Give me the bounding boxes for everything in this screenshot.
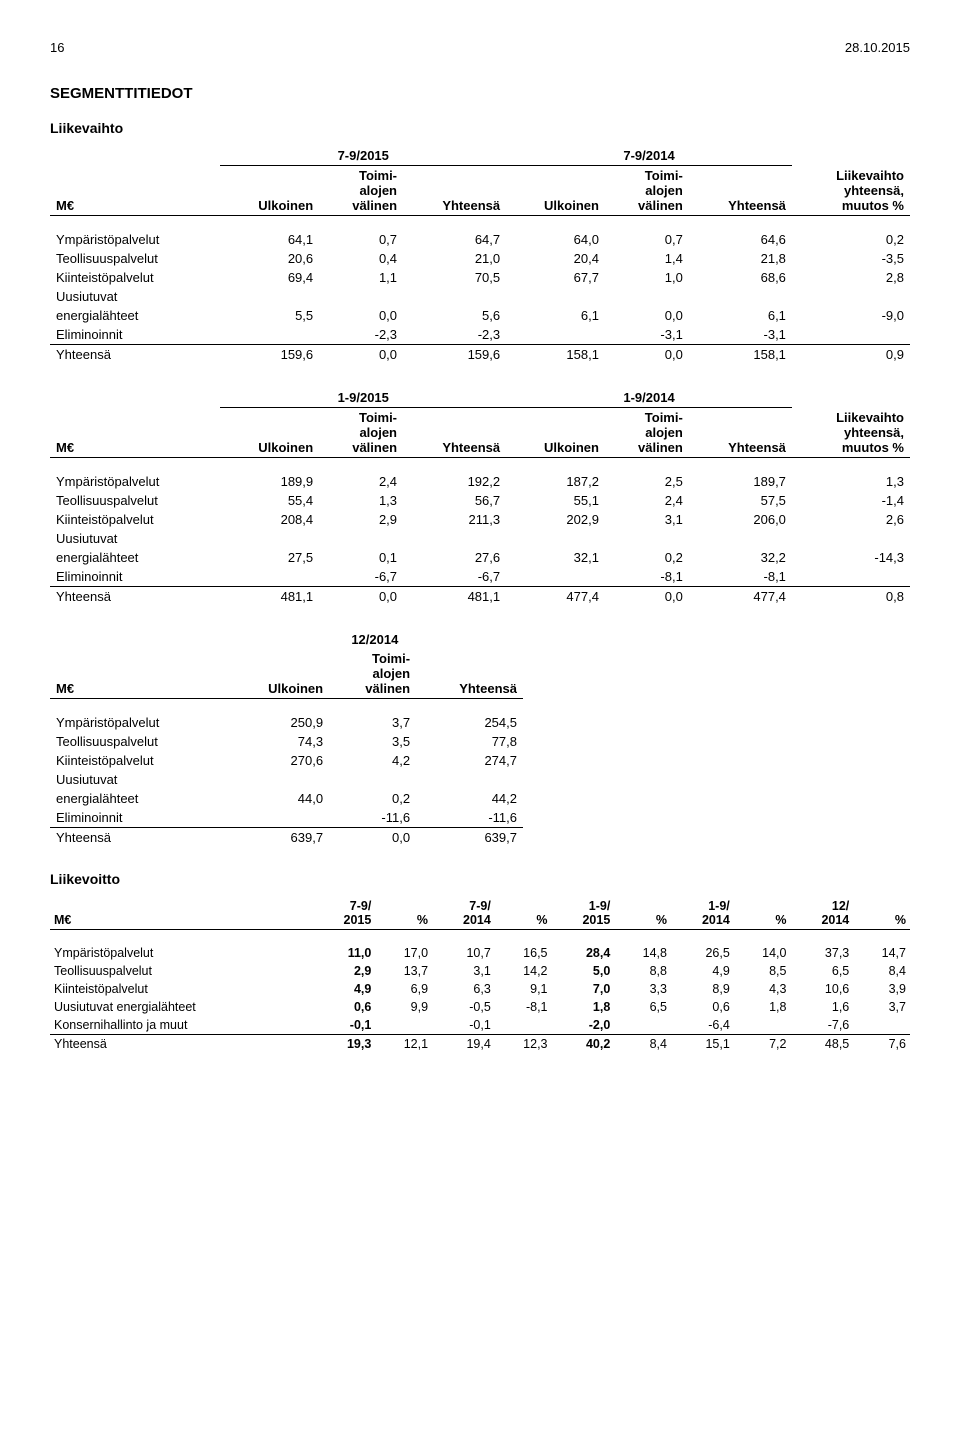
table-row: Teollisuuspalvelut74,33,577,8 [50, 732, 523, 751]
page-date: 28.10.2015 [845, 40, 910, 55]
col-ulkoinen: Ulkoinen [220, 166, 319, 216]
col-muutos: Liikevaihto yhteensä, muutos % [792, 166, 910, 216]
table-row: Yhteensä481,10,0481,1477,40,0477,40,8 [50, 587, 910, 607]
col-yhteensa: Yhteensä [403, 166, 506, 216]
table-row: Eliminoinnit-2,3-2,3-3,1-3,1 [50, 325, 910, 345]
table-row: Ympäristöpalvelut64,10,764,764,00,764,60… [50, 230, 910, 249]
table-row: Uusiutuvat [50, 529, 910, 548]
period-7914: 7-9/2014 [506, 146, 792, 166]
col-me: M€ [50, 166, 220, 216]
col-ulkoinen: Ulkoinen [506, 166, 605, 216]
period-1914: 1-9/2014 [506, 388, 792, 408]
table-row: energialähteet27,50,127,632,10,232,2-14,… [50, 548, 910, 567]
section-title-liikevoitto: Liikevoitto [50, 871, 910, 887]
table-row: energialähteet44,00,244,2 [50, 789, 523, 808]
table-row: Yhteensä19,312,119,412,340,28,415,17,248… [50, 1035, 910, 1054]
table-row: Ympäristöpalvelut11,017,010,716,528,414,… [50, 944, 910, 962]
table-row: Teollisuuspalvelut2,913,73,114,25,08,84,… [50, 962, 910, 980]
period-1915: 1-9/2015 [220, 388, 506, 408]
table-row: Konsernihallinto ja muut-0,1-0,1-2,0-6,4… [50, 1016, 910, 1035]
table-liikevoitto: M€ 7-9/ 2015 % 7-9/ 2014 % 1-9/ 2015 % 1… [50, 897, 910, 1053]
table-liikevaihto-q: 7-9/2015 7-9/2014 M€ Ulkoinen Toimi- alo… [50, 146, 910, 364]
table-liikevaihto-12: 12/2014 M€ Ulkoinen Toimi- alojen väline… [50, 630, 523, 847]
table-row: Eliminoinnit-6,7-6,7-8,1-8,1 [50, 567, 910, 587]
table-row: Uusiutuvat energialähteet0,69,9-0,5-8,11… [50, 998, 910, 1016]
section-title-liikevaihto: Liikevaihto [50, 120, 910, 136]
table-row: Eliminoinnit-11,6-11,6 [50, 808, 523, 828]
table-row: energialähteet5,50,05,66,10,06,1-9,0 [50, 306, 910, 325]
table-row: Yhteensä639,70,0639,7 [50, 828, 523, 848]
period-7915: 7-9/2015 [220, 146, 506, 166]
table-row: Uusiutuvat [50, 287, 910, 306]
table-row: Uusiutuvat [50, 770, 523, 789]
table-row: Teollisuuspalvelut55,41,356,755,12,457,5… [50, 491, 910, 510]
table-row: Yhteensä159,60,0159,6158,10,0158,10,9 [50, 345, 910, 365]
page-header: 16 28.10.2015 [50, 40, 910, 55]
col-toimi: Toimi- alojen välinen [319, 166, 403, 216]
table-liikevaihto-ytd: 1-9/2015 1-9/2014 M€ Ulkoinen Toimi- alo… [50, 388, 910, 606]
page-number: 16 [50, 40, 64, 55]
col-toimi: Toimi- alojen välinen [605, 166, 689, 216]
table-row: Kiinteistöpalvelut270,64,2274,7 [50, 751, 523, 770]
period-1214: 12/2014 [227, 630, 523, 649]
table-row: Ympäristöpalvelut250,93,7254,5 [50, 713, 523, 732]
table-row: Kiinteistöpalvelut4,96,96,39,17,03,38,94… [50, 980, 910, 998]
col-yhteensa: Yhteensä [689, 166, 792, 216]
table-row: Kiinteistöpalvelut69,41,170,567,71,068,6… [50, 268, 910, 287]
table-row: Teollisuuspalvelut20,60,421,020,41,421,8… [50, 249, 910, 268]
table-row: Kiinteistöpalvelut208,42,9211,3202,93,12… [50, 510, 910, 529]
section-title-segment: SEGMENTTITIEDOT [50, 85, 910, 102]
table-row: Ympäristöpalvelut189,92,4192,2187,22,518… [50, 472, 910, 491]
